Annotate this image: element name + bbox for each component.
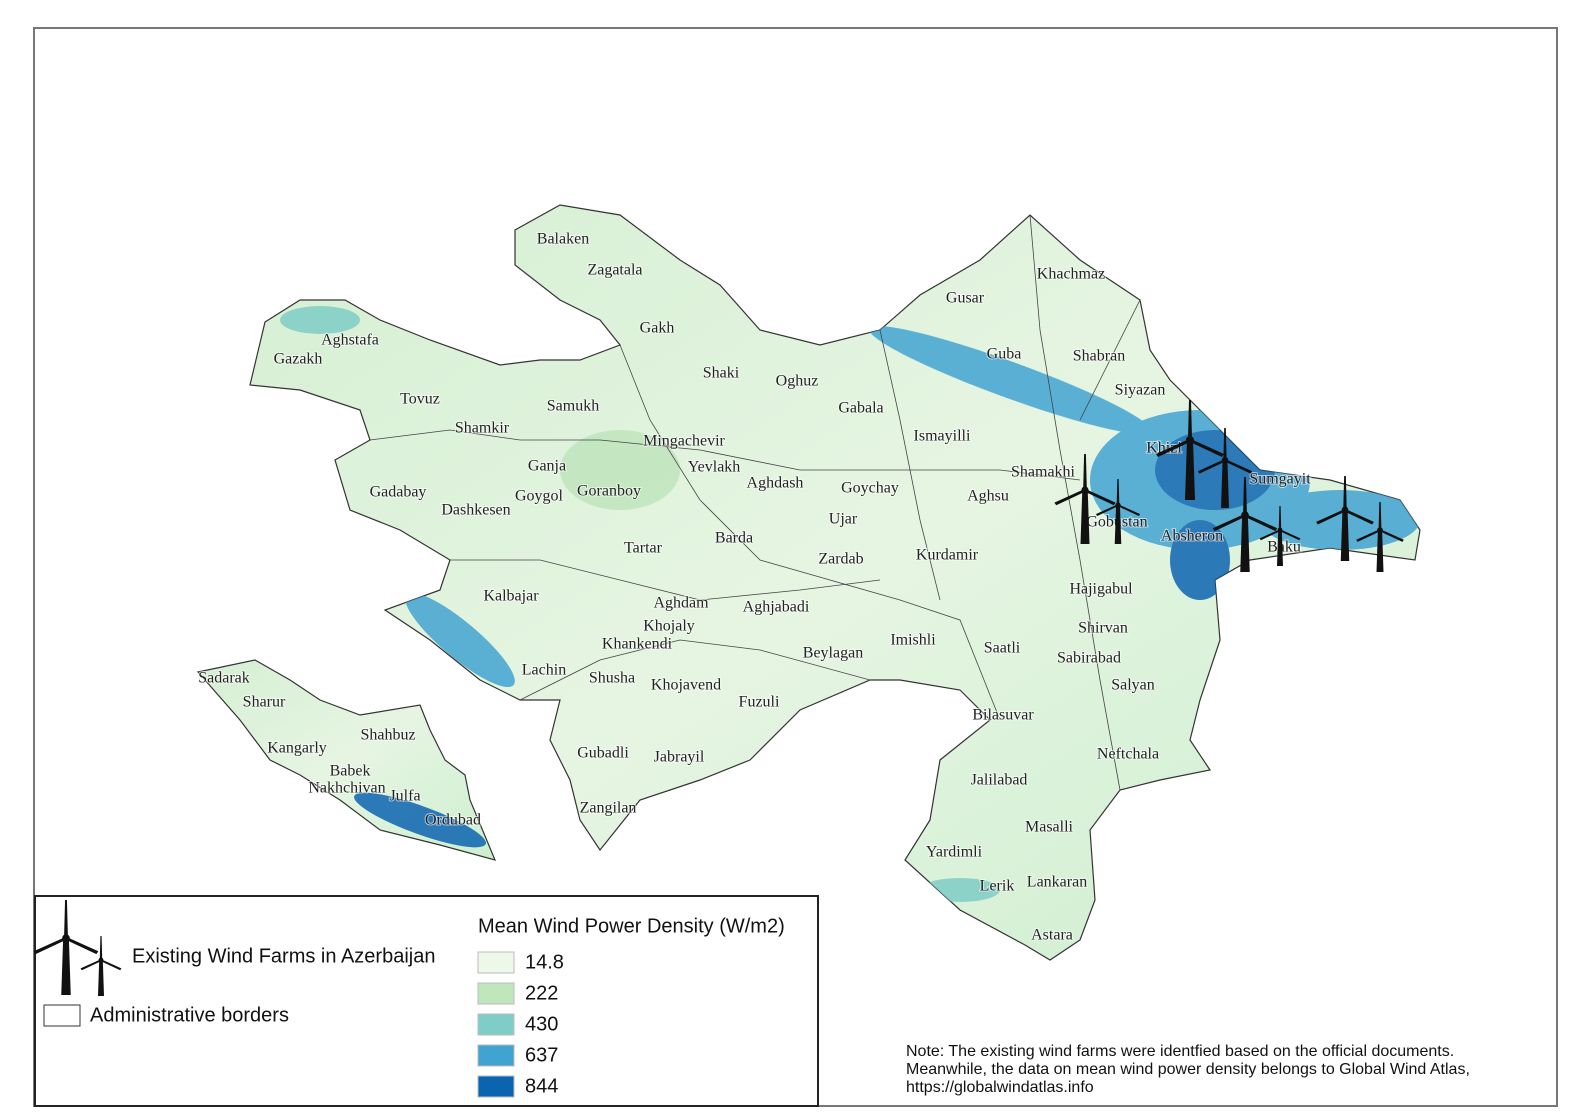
region-label: Absheron xyxy=(1161,528,1223,545)
region-label: Shusha xyxy=(589,670,635,687)
region-label: Sadarak xyxy=(198,670,250,687)
region-label: Sabirabad xyxy=(1057,650,1121,667)
region-label: Oghuz xyxy=(776,373,819,390)
region-label: Shamkir xyxy=(455,420,510,437)
region-label: Aghdash xyxy=(747,475,804,492)
region-label: Ujar xyxy=(829,511,858,528)
region-label: Gazakh xyxy=(274,351,323,368)
region-label: Gusar xyxy=(946,290,985,307)
region-label: Zangilan xyxy=(580,800,637,817)
legend-swatch xyxy=(477,1075,515,1098)
region-label: Lachin xyxy=(522,662,566,679)
region-label: Balaken xyxy=(537,231,589,248)
region-label: Lerik xyxy=(980,878,1015,895)
region-label: Neftchala xyxy=(1097,746,1159,763)
region-label: Beylagan xyxy=(803,645,863,662)
region-label: Yevlakh xyxy=(688,459,741,476)
legend-wind-farms: Existing Wind Farms in Azerbaijan xyxy=(132,945,435,967)
legend-swatch xyxy=(477,951,515,974)
region-label: Goranboy xyxy=(577,483,641,500)
region-label: Barda xyxy=(715,530,753,547)
region-label: Zagatala xyxy=(587,262,642,279)
region-label: Shabran xyxy=(1073,348,1125,365)
legend-borders: Administrative borders xyxy=(90,1004,289,1026)
region-label: Aghdam xyxy=(653,595,709,612)
region-label: Masalli xyxy=(1025,819,1074,836)
region-label: Samukh xyxy=(547,398,599,415)
region-label: Babek xyxy=(330,763,371,780)
region-label: Dashkesen xyxy=(441,502,510,519)
region-label: Tovuz xyxy=(400,391,440,408)
region-label: Ordubad xyxy=(425,812,481,829)
mainland xyxy=(249,204,1421,961)
region-label: Aghsu xyxy=(967,488,1009,505)
note-line: Note: The existing wind farms were ident… xyxy=(906,1043,1454,1060)
region-label: Jabrayil xyxy=(654,749,705,766)
region-label: Kangarly xyxy=(267,740,327,757)
region-label: Aghstafa xyxy=(321,332,379,349)
region-label: Sumgayit xyxy=(1249,471,1311,488)
region-label: Gadabay xyxy=(370,484,427,501)
legend-swatch xyxy=(477,1044,515,1067)
legend-box xyxy=(34,895,819,1107)
region-label: Astara xyxy=(1031,927,1073,944)
region-label: Shamakhi xyxy=(1011,464,1076,481)
region-label: Gakh xyxy=(640,320,675,337)
region-label: Khojavend xyxy=(651,677,721,694)
region-label: Yardimli xyxy=(926,844,983,861)
legend-class-label: 844 xyxy=(525,1075,558,1097)
region-label: Julfa xyxy=(389,788,420,805)
region-label: Fuzuli xyxy=(739,694,780,711)
legend-class-label: 14.8 xyxy=(525,951,564,973)
region-label: Gubadli xyxy=(577,745,629,762)
region-label: Shirvan xyxy=(1078,620,1128,637)
region-label: Lankaran xyxy=(1027,874,1087,891)
admin-borders xyxy=(369,214,1141,791)
region-label: Shaki xyxy=(703,365,740,382)
region-label: Shahbuz xyxy=(360,727,415,744)
region-label: Zardab xyxy=(818,551,863,568)
region-label: Salyan xyxy=(1111,677,1155,694)
region-label: Bilasuvar xyxy=(972,707,1034,724)
region-label: Kurdamir xyxy=(916,547,979,564)
legend-swatch xyxy=(477,1013,515,1036)
region-label: Gabala xyxy=(838,400,883,417)
region-label: Imishli xyxy=(890,632,936,649)
region-label: Jalilabad xyxy=(971,772,1028,789)
region-label: Khojaly xyxy=(643,618,695,635)
region-label: Khizi xyxy=(1146,440,1182,457)
legend-class-label: 637 xyxy=(525,1044,558,1066)
region-label: Ismayilli xyxy=(914,428,971,445)
region-label: Mingachevir xyxy=(643,433,725,450)
note-line: Meanwhile, the data on mean wind power d… xyxy=(906,1061,1470,1078)
region-label: Khachmaz xyxy=(1037,266,1105,283)
note-line: https://globalwindatlas.info xyxy=(906,1079,1094,1096)
region-label: Aghjabadi xyxy=(743,599,810,616)
legend-density-title: Mean Wind Power Density (W/m2) xyxy=(478,915,785,937)
region-label: Goychay xyxy=(841,480,899,497)
region-label: Sharur xyxy=(243,694,286,711)
legend-class-label: 222 xyxy=(525,982,558,1004)
region-label: Nakhchivan xyxy=(308,780,385,797)
region-label: Khankendi xyxy=(602,636,673,653)
region-label: Kalbajar xyxy=(483,588,539,605)
region-label: Ganja xyxy=(528,458,566,475)
legend-border-swatch xyxy=(43,1004,81,1027)
region-label: Saatli xyxy=(984,640,1021,657)
region-label: Goygol xyxy=(515,488,564,505)
legend-class-label: 430 xyxy=(525,1013,558,1035)
region-label: Tartar xyxy=(624,540,663,557)
region-label: Siyazan xyxy=(1115,382,1166,399)
region-label: Guba xyxy=(987,346,1022,363)
legend-swatch xyxy=(477,982,515,1005)
region-label: Hajigabul xyxy=(1069,581,1133,598)
region-label: Baku xyxy=(1267,539,1301,556)
